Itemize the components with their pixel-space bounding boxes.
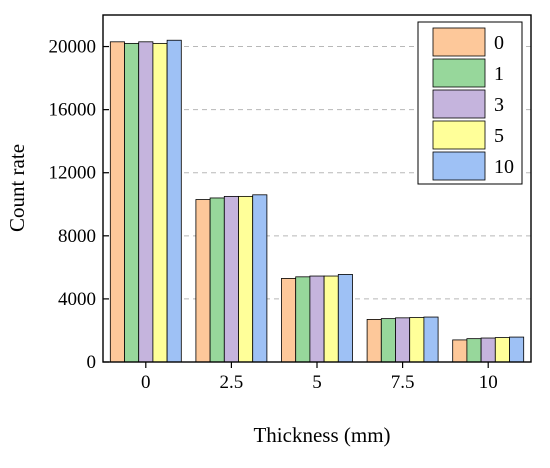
y-tick-label: 0 [87, 352, 97, 373]
legend-label: 10 [494, 156, 514, 178]
bar [323, 275, 339, 363]
x-axis-label: Thickness (mm) [253, 423, 390, 447]
bar [309, 275, 325, 363]
y-tick-label: 16000 [49, 100, 97, 121]
y-tick-label: 12000 [49, 163, 97, 184]
bars [109, 39, 525, 363]
bar [480, 337, 496, 363]
x-tick-label: 7.5 [391, 372, 415, 393]
bar [494, 337, 510, 363]
legend-label: 1 [494, 63, 504, 85]
legend-label: 0 [494, 32, 504, 54]
bar [138, 41, 154, 363]
bar [337, 274, 353, 363]
bar [366, 319, 382, 363]
bar [223, 195, 239, 363]
bar [466, 338, 482, 363]
bar [238, 195, 254, 363]
legend-swatch [432, 27, 486, 57]
x-tick-label: 2.5 [220, 372, 244, 393]
y-axis-label: Count rate [5, 144, 29, 232]
bar [380, 318, 396, 363]
bar [295, 276, 311, 363]
bar [423, 316, 439, 363]
y-tick-label: 4000 [58, 289, 96, 310]
x-tick-label: 5 [312, 372, 322, 393]
bar [252, 194, 268, 363]
bar [195, 199, 211, 363]
bar [152, 42, 168, 363]
y-axis-ticks: 0 4000 8000 12000 16000 20000 [49, 37, 109, 373]
bar [109, 41, 125, 363]
legend-label: 3 [494, 94, 504, 116]
y-tick-label: 8000 [58, 226, 96, 247]
legend-swatch [432, 120, 486, 150]
legend-swatch [432, 89, 486, 119]
bar [281, 278, 297, 363]
x-axis-ticks: 0 2.5 5 7.5 10 [141, 362, 498, 393]
legend-swatch [432, 151, 486, 181]
x-tick-label: 0 [141, 372, 151, 393]
legend: 0 1 3 5 10 [417, 21, 523, 185]
legend-swatch [432, 58, 486, 88]
bar [124, 42, 140, 363]
bar [509, 336, 525, 363]
bar [395, 317, 411, 363]
bar [452, 339, 468, 363]
bar [409, 317, 425, 363]
bar [209, 197, 225, 363]
x-tick-label: 10 [479, 372, 498, 393]
bar [166, 39, 182, 363]
legend-label: 5 [494, 125, 504, 147]
y-tick-label: 20000 [49, 37, 97, 58]
